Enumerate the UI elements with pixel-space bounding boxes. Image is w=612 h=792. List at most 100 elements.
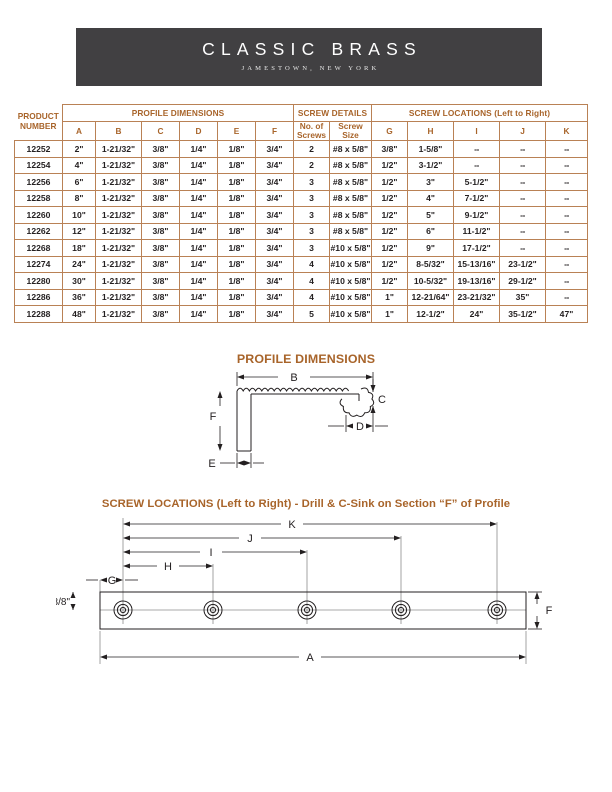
cell-f: 3/4" bbox=[255, 305, 294, 323]
cell-f: 3/4" bbox=[255, 239, 294, 257]
cell-d: 1/4" bbox=[179, 239, 218, 257]
cell-k: -- bbox=[545, 140, 588, 158]
cell-e: 1/8" bbox=[217, 305, 256, 323]
col-header-f: F bbox=[255, 120, 294, 142]
screw-locations-drawing: K J I H G 3/8" bbox=[56, 512, 566, 682]
col-header-g: G bbox=[371, 120, 408, 142]
cell-i: -- bbox=[453, 156, 500, 175]
cell-n: 2 bbox=[293, 140, 330, 158]
screw-label-thickness: 3/8" bbox=[56, 597, 70, 608]
cell-g: 1/2" bbox=[371, 206, 408, 224]
cell-h: 8-5/32" bbox=[407, 255, 454, 274]
cell-product-number: 12256 bbox=[14, 173, 63, 191]
cell-e: 1/8" bbox=[217, 206, 256, 224]
cell-f: 3/4" bbox=[255, 156, 294, 175]
cell-size: #10 x 5/8" bbox=[329, 288, 372, 307]
cell-product-number: 12268 bbox=[14, 239, 63, 257]
col-header-c: C bbox=[141, 120, 180, 142]
cell-n: 3 bbox=[293, 173, 330, 191]
cell-n: 3 bbox=[293, 239, 330, 257]
col-header-i: I bbox=[453, 120, 500, 142]
col-header-k: K bbox=[545, 120, 588, 142]
cell-b: 1-21/32" bbox=[95, 173, 142, 191]
cell-f: 3/4" bbox=[255, 173, 294, 191]
cell-f: 3/4" bbox=[255, 189, 294, 208]
screw-label-a: A bbox=[306, 652, 314, 664]
cell-size: #8 x 5/8" bbox=[329, 189, 372, 208]
cell-j: -- bbox=[499, 173, 546, 191]
cell-j: -- bbox=[499, 189, 546, 208]
cell-c: 3/8" bbox=[141, 173, 180, 191]
cell-d: 1/4" bbox=[179, 140, 218, 158]
cell-g: 3/8" bbox=[371, 140, 408, 158]
screw-label-k: K bbox=[288, 519, 296, 531]
screw-size-line1: Screw bbox=[338, 120, 363, 131]
cell-g: 1/2" bbox=[371, 222, 408, 241]
cell-a: 30" bbox=[62, 272, 96, 290]
cell-k: -- bbox=[545, 222, 588, 241]
cell-j: -- bbox=[499, 222, 546, 241]
cell-h: 3-1/2" bbox=[407, 156, 454, 175]
cell-e: 1/8" bbox=[217, 189, 256, 208]
cell-n: 3 bbox=[293, 189, 330, 208]
cell-a: 48" bbox=[62, 305, 96, 323]
cell-i: 5-1/2" bbox=[453, 173, 500, 191]
cell-b: 1-21/32" bbox=[95, 305, 142, 323]
cell-k: -- bbox=[545, 255, 588, 274]
cell-j: 23-1/2" bbox=[499, 255, 546, 274]
table-body: 12252 2" 1-21/32" 3/8" 1/4" 1/8" 3/4" 2 #8 x 5/8… bbox=[14, 140, 588, 323]
cell-f: 3/4" bbox=[255, 140, 294, 158]
cell-c: 3/8" bbox=[141, 156, 180, 175]
cell-c: 3/8" bbox=[141, 206, 180, 224]
cell-f: 3/4" bbox=[255, 255, 294, 274]
table-subheader-row: A B C D E F No. of Screws Screw Size G H… bbox=[15, 120, 588, 142]
col-header-e: E bbox=[217, 120, 256, 142]
cell-k: -- bbox=[545, 288, 588, 307]
cell-b: 1-21/32" bbox=[95, 222, 142, 241]
cell-j: -- bbox=[499, 156, 546, 175]
cell-d: 1/4" bbox=[179, 173, 218, 191]
cell-n: 4 bbox=[293, 272, 330, 290]
cell-d: 1/4" bbox=[179, 189, 218, 208]
col-header-b: B bbox=[95, 120, 142, 142]
cell-d: 1/4" bbox=[179, 156, 218, 175]
cell-product-number: 12260 bbox=[14, 206, 63, 224]
cell-a: 4" bbox=[62, 156, 96, 175]
cell-j: -- bbox=[499, 239, 546, 257]
cell-e: 1/8" bbox=[217, 140, 256, 158]
cell-e: 1/8" bbox=[217, 239, 256, 257]
cell-a: 10" bbox=[62, 206, 96, 224]
cell-j: 35-1/2" bbox=[499, 305, 546, 323]
table-row: 12252 2" 1-21/32" 3/8" 1/4" 1/8" 3/4" 2 #8 x 5/8… bbox=[14, 140, 588, 158]
cell-c: 3/8" bbox=[141, 288, 180, 307]
screw-label-f: F bbox=[546, 605, 553, 617]
cell-size: #10 x 5/8" bbox=[329, 255, 372, 274]
cell-n: 5 bbox=[293, 305, 330, 323]
cell-size: #8 x 5/8" bbox=[329, 140, 372, 158]
cell-b: 1-21/32" bbox=[95, 156, 142, 175]
cell-f: 3/4" bbox=[255, 272, 294, 290]
cell-f: 3/4" bbox=[255, 288, 294, 307]
specification-table: PRODUCT NUMBER PROFILE DIMENSIONS SCREW … bbox=[14, 104, 588, 323]
cell-i: 19-13/16" bbox=[453, 272, 500, 290]
cell-i: 15-13/16" bbox=[453, 255, 500, 274]
cell-size: #10 x 5/8" bbox=[329, 239, 372, 257]
cell-j: -- bbox=[499, 206, 546, 224]
cell-a: 8" bbox=[62, 189, 96, 208]
profile-label-c: C bbox=[378, 394, 386, 406]
profile-label-f: F bbox=[210, 411, 217, 423]
cell-b: 1-21/32" bbox=[95, 272, 142, 290]
cell-c: 3/8" bbox=[141, 305, 180, 323]
cell-size: #10 x 5/8" bbox=[329, 305, 372, 323]
cell-d: 1/4" bbox=[179, 255, 218, 274]
cell-e: 1/8" bbox=[217, 222, 256, 241]
cell-size: #8 x 5/8" bbox=[329, 222, 372, 241]
cell-i: 11-1/2" bbox=[453, 222, 500, 241]
table-group-header-row: PRODUCT NUMBER PROFILE DIMENSIONS SCREW … bbox=[15, 104, 588, 131]
brand-banner: CLASSIC BRASS JAMESTOWN, NEW YORK bbox=[76, 28, 542, 86]
screw-label-i: I bbox=[209, 547, 212, 559]
product-number-line1: PRODUCT bbox=[17, 111, 59, 122]
cell-g: 1" bbox=[371, 288, 408, 307]
cell-h: 4" bbox=[407, 189, 454, 208]
cell-e: 1/8" bbox=[217, 288, 256, 307]
